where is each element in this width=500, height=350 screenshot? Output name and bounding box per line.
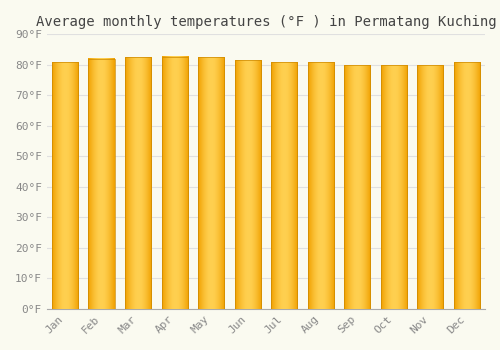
Bar bbox=[162, 57, 188, 309]
Bar bbox=[454, 62, 480, 309]
Bar bbox=[234, 60, 261, 309]
Bar bbox=[125, 57, 152, 309]
Bar bbox=[417, 65, 444, 309]
Bar bbox=[344, 65, 370, 309]
Title: Average monthly temperatures (°F ) in Permatang Kuching: Average monthly temperatures (°F ) in Pe… bbox=[36, 15, 496, 29]
Bar bbox=[198, 57, 224, 309]
Bar bbox=[52, 62, 78, 309]
Bar bbox=[88, 59, 115, 309]
Bar bbox=[308, 62, 334, 309]
Bar bbox=[380, 65, 407, 309]
Bar bbox=[271, 62, 297, 309]
